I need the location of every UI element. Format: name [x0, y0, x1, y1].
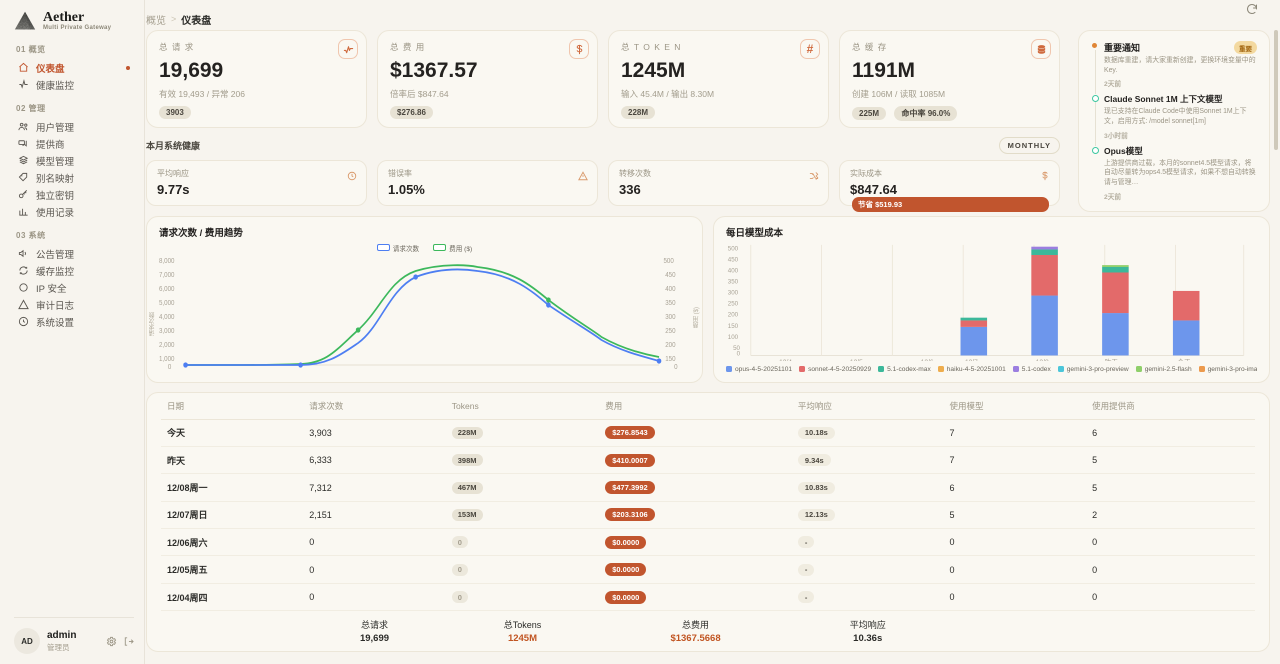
- svg-text:300: 300: [665, 313, 676, 320]
- svg-text:500: 500: [728, 245, 739, 252]
- svg-text:300: 300: [728, 289, 739, 296]
- svg-text:12/7: 12/7: [965, 359, 978, 360]
- svg-text:今天: 今天: [1177, 357, 1190, 360]
- svg-text:4,000: 4,000: [159, 313, 175, 320]
- svg-text:8,000: 8,000: [159, 257, 175, 264]
- svg-text:0: 0: [674, 363, 678, 370]
- svg-text:3,000: 3,000: [159, 327, 175, 334]
- svg-text:400: 400: [665, 285, 676, 292]
- svg-text:450: 450: [728, 256, 739, 263]
- svg-text:5,000: 5,000: [159, 299, 175, 306]
- svg-text:350: 350: [665, 299, 676, 306]
- svg-text:12/6: 12/6: [921, 359, 934, 360]
- svg-text:1,000: 1,000: [159, 355, 175, 362]
- svg-text:0: 0: [168, 363, 172, 370]
- svg-text:昨天: 昨天: [1105, 357, 1118, 360]
- svg-text:12/8: 12/8: [1036, 359, 1049, 360]
- svg-text:450: 450: [665, 271, 676, 278]
- svg-text:200: 200: [728, 311, 739, 318]
- svg-text:250: 250: [728, 300, 739, 307]
- svg-text:150: 150: [728, 322, 739, 329]
- svg-text:2,000: 2,000: [159, 341, 175, 348]
- svg-text:6,000: 6,000: [159, 285, 175, 292]
- svg-text:7,000: 7,000: [159, 271, 175, 278]
- svg-text:12/5: 12/5: [850, 359, 863, 360]
- svg-text:100: 100: [728, 333, 739, 340]
- svg-text:350: 350: [728, 278, 739, 285]
- svg-text:0: 0: [737, 350, 741, 357]
- svg-text:250: 250: [665, 327, 676, 334]
- svg-text:500: 500: [663, 257, 674, 264]
- svg-text:150: 150: [665, 355, 676, 362]
- svg-text:12/4: 12/4: [779, 359, 792, 360]
- svg-text:200: 200: [665, 341, 676, 348]
- svg-text:400: 400: [728, 267, 739, 274]
